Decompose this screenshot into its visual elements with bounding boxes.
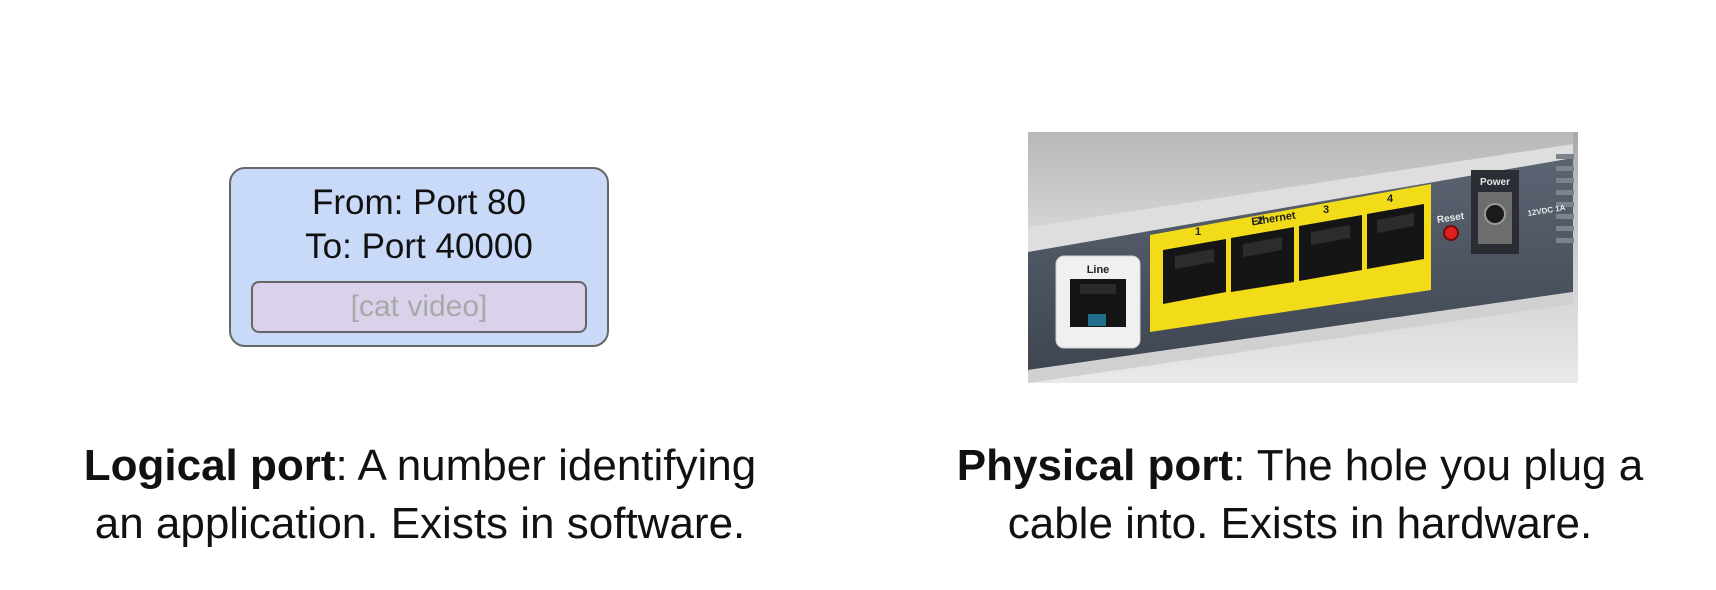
line-port-label: Line: [1087, 264, 1110, 276]
physical-port-caption: Physical port: The hole you plug a cable…: [920, 437, 1680, 553]
logical-port-term: Logical port: [83, 441, 336, 490]
router-photo: Line Ethernet 1 2 3 4 Reset Power: [1028, 132, 1578, 383]
packet-to-label: To: Port 40000: [305, 227, 533, 266]
ethernet-jack-2: [1231, 227, 1294, 292]
packet-payload: [cat video]: [251, 281, 587, 333]
logical-port-caption: Logical port: A number identifying an ap…: [30, 437, 810, 553]
physical-port-term: Physical port: [956, 441, 1234, 490]
logical-port-definition-line2: an application. Exists in software.: [94, 499, 746, 548]
packet-box: From: Port 80 To: Port 40000 [cat video]: [229, 167, 609, 347]
ethernet-jack-4: [1367, 204, 1424, 269]
reset-button-icon: [1443, 225, 1459, 241]
packet-from-label: From: Port 80: [312, 183, 526, 222]
ethernet-port-number-1: 1: [1195, 226, 1201, 238]
physical-port-definition: : The hole you plug a: [1233, 441, 1644, 490]
reset-label: Reset: [1436, 211, 1465, 226]
router-back-panel-illustration: Line Ethernet 1 2 3 4 Reset Power: [1028, 132, 1578, 383]
physical-port-definition-line2: cable into. Exists in hardware.: [1007, 499, 1593, 548]
ethernet-jack-3: [1299, 215, 1362, 281]
ethernet-port-number-4: 4: [1387, 193, 1394, 205]
power-label: Power: [1480, 177, 1510, 188]
logical-port-definition: : A number identifying: [335, 441, 757, 490]
power-jack-icon: [1484, 203, 1506, 225]
ethernet-port-number-2: 2: [1257, 215, 1263, 227]
ethernet-port-number-3: 3: [1323, 204, 1329, 216]
